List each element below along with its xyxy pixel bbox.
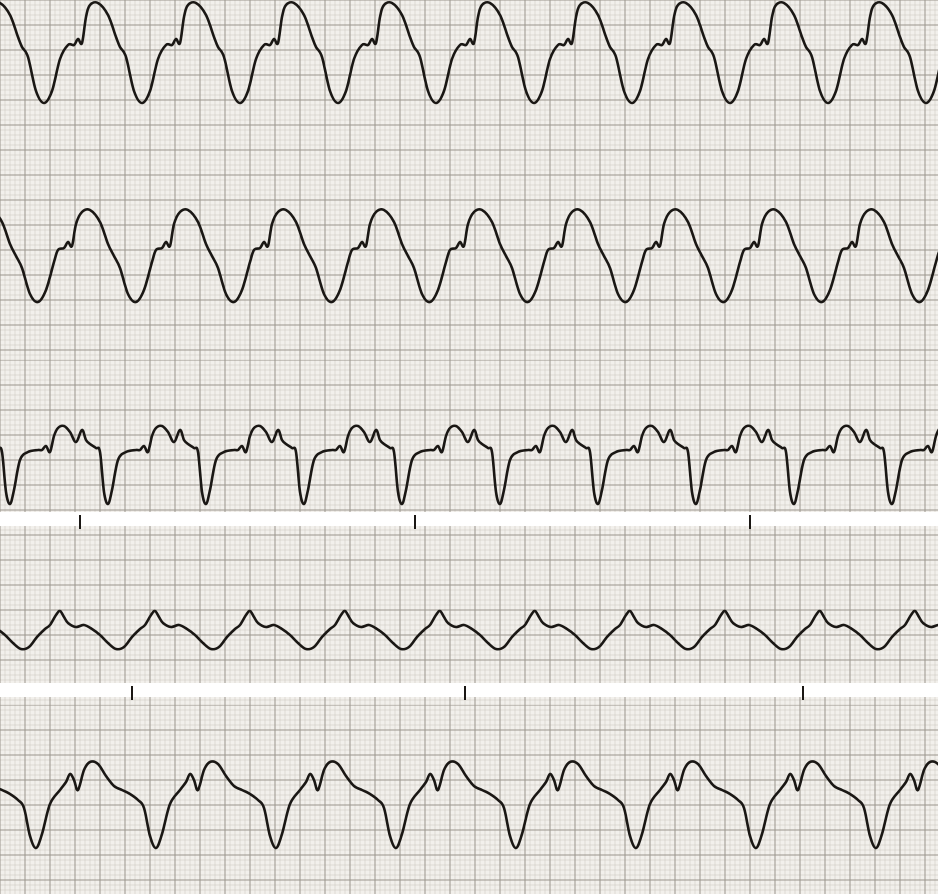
ecg-strip-lead-2	[0, 150, 938, 360]
ecg-strip-lead-4	[0, 535, 938, 705]
ecg-strip-lead-5	[0, 705, 938, 894]
ecg-strip-lead-1	[0, 0, 938, 150]
ecg-chart	[0, 0, 938, 894]
ecg-strip-lead-3	[0, 360, 938, 535]
